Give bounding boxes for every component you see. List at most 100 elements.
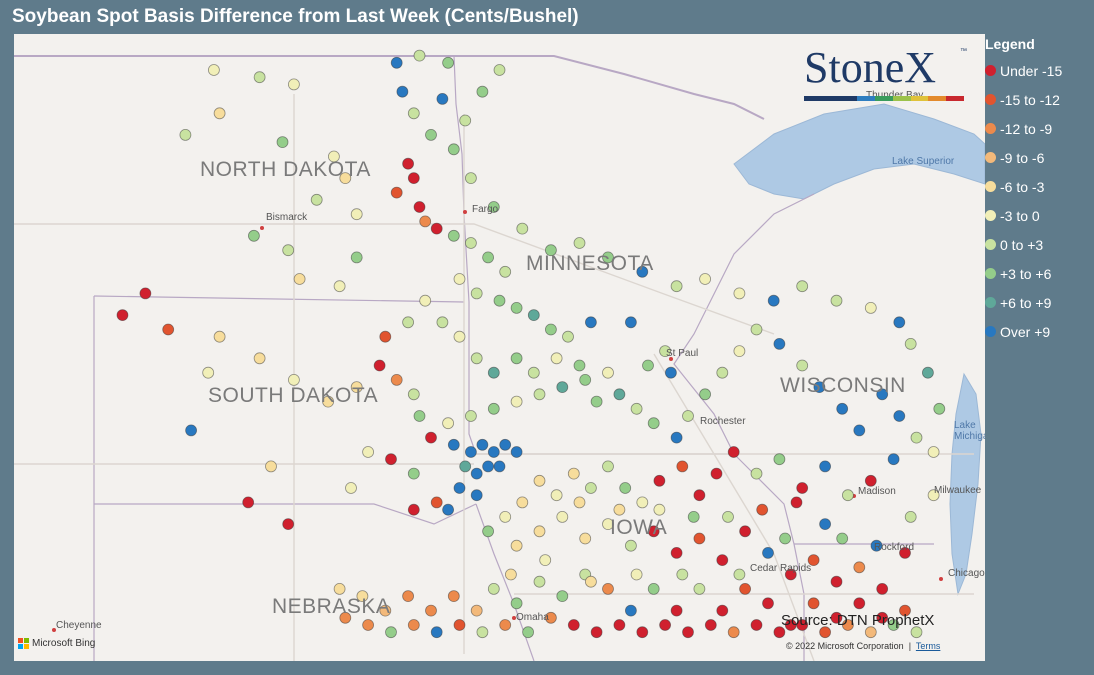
basis-marker[interactable] xyxy=(904,510,917,523)
basis-marker[interactable] xyxy=(390,373,403,386)
basis-marker[interactable] xyxy=(413,49,426,62)
basis-marker[interactable] xyxy=(853,597,866,610)
basis-marker[interactable] xyxy=(253,71,266,84)
basis-marker[interactable] xyxy=(493,294,506,307)
basis-marker[interactable] xyxy=(356,590,369,602)
basis-marker[interactable] xyxy=(327,150,340,163)
basis-marker[interactable] xyxy=(407,619,420,631)
basis-marker[interactable] xyxy=(585,575,597,588)
basis-marker[interactable] xyxy=(447,229,460,242)
basis-marker[interactable] xyxy=(265,460,277,473)
basis-marker[interactable] xyxy=(453,330,466,343)
basis-marker[interactable] xyxy=(796,482,809,494)
basis-marker[interactable] xyxy=(899,547,911,559)
basis-marker[interactable] xyxy=(242,496,255,509)
basis-marker[interactable] xyxy=(636,496,649,509)
basis-marker[interactable] xyxy=(830,575,843,588)
basis-marker[interactable] xyxy=(779,532,791,545)
basis-marker[interactable] xyxy=(722,510,734,523)
basis-marker[interactable] xyxy=(573,237,586,249)
basis-marker[interactable] xyxy=(819,626,831,639)
basis-marker[interactable] xyxy=(482,460,495,473)
basis-marker[interactable] xyxy=(630,568,643,581)
basis-marker[interactable] xyxy=(727,446,740,458)
basis-marker[interactable] xyxy=(522,626,534,639)
basis-marker[interactable] xyxy=(476,438,489,451)
basis-marker[interactable] xyxy=(670,547,683,559)
basis-marker[interactable] xyxy=(830,294,843,307)
basis-marker[interactable] xyxy=(756,503,769,516)
basis-marker[interactable] xyxy=(602,366,614,379)
basis-marker[interactable] xyxy=(487,402,500,415)
basis-marker[interactable] xyxy=(493,64,506,76)
basis-marker[interactable] xyxy=(545,611,557,624)
basis-marker[interactable] xyxy=(647,417,660,430)
basis-marker[interactable] xyxy=(762,547,774,559)
basis-marker[interactable] xyxy=(602,583,614,595)
basis-marker[interactable] xyxy=(659,619,671,631)
basis-marker[interactable] xyxy=(287,78,300,91)
basis-marker[interactable] xyxy=(556,381,569,394)
basis-marker[interactable] xyxy=(567,467,580,480)
basis-marker[interactable] xyxy=(796,280,809,293)
basis-marker[interactable] xyxy=(670,604,683,617)
basis-marker[interactable] xyxy=(636,626,649,639)
basis-marker[interactable] xyxy=(562,330,574,343)
basis-marker[interactable] xyxy=(670,431,683,444)
basis-marker[interactable] xyxy=(625,316,637,329)
basis-marker[interactable] xyxy=(796,359,809,372)
basis-marker[interactable] xyxy=(876,611,889,624)
basis-marker[interactable] xyxy=(453,482,466,494)
basis-marker[interactable] xyxy=(630,402,643,415)
basis-marker[interactable] xyxy=(927,446,940,458)
basis-marker[interactable] xyxy=(927,489,940,502)
basis-marker[interactable] xyxy=(619,482,632,494)
basis-marker[interactable] xyxy=(202,366,215,379)
basis-marker[interactable] xyxy=(813,381,826,394)
legend-item[interactable]: -12 to -9 xyxy=(985,114,1090,143)
basis-marker[interactable] xyxy=(773,453,786,466)
basis-marker[interactable] xyxy=(653,474,666,487)
basis-marker[interactable] xyxy=(407,388,420,401)
basis-marker[interactable] xyxy=(653,503,666,516)
basis-marker[interactable] xyxy=(625,539,637,552)
basis-marker[interactable] xyxy=(442,417,455,430)
basis-marker[interactable] xyxy=(493,460,506,473)
basis-marker[interactable] xyxy=(819,518,831,531)
basis-marker[interactable] xyxy=(904,337,917,350)
basis-marker[interactable] xyxy=(887,619,900,631)
basis-marker[interactable] xyxy=(213,330,226,343)
basis-marker[interactable] xyxy=(516,496,529,509)
basis-marker[interactable] xyxy=(573,359,586,372)
basis-marker[interactable] xyxy=(339,172,352,185)
basis-marker[interactable] xyxy=(750,323,763,336)
basis-marker[interactable] xyxy=(413,201,426,213)
basis-marker[interactable] xyxy=(716,554,729,566)
basis-marker[interactable] xyxy=(476,85,489,98)
basis-marker[interactable] xyxy=(459,114,472,127)
basis-marker[interactable] xyxy=(767,294,780,307)
basis-marker[interactable] xyxy=(464,237,477,249)
basis-marker[interactable] xyxy=(687,510,700,523)
legend-item[interactable]: Under -15 xyxy=(985,56,1090,85)
basis-marker[interactable] xyxy=(682,410,694,422)
basis-marker[interactable] xyxy=(699,388,711,401)
basis-marker[interactable] xyxy=(550,352,563,365)
basis-marker[interactable] xyxy=(459,460,472,473)
legend-item[interactable]: +6 to +9 xyxy=(985,288,1090,317)
basis-marker[interactable] xyxy=(436,93,449,105)
basis-marker[interactable] xyxy=(567,619,580,631)
basis-marker[interactable] xyxy=(533,388,546,401)
basis-marker[interactable] xyxy=(345,482,357,494)
basis-marker[interactable] xyxy=(750,467,763,480)
basis-marker[interactable] xyxy=(470,467,483,480)
basis-marker[interactable] xyxy=(350,208,363,221)
basis-marker[interactable] xyxy=(247,229,260,242)
basis-marker[interactable] xyxy=(276,136,289,148)
basis-marker[interactable] xyxy=(464,410,477,422)
basis-marker[interactable] xyxy=(693,532,706,545)
basis-marker[interactable] xyxy=(659,345,671,358)
basis-marker[interactable] xyxy=(350,381,363,394)
basis-marker[interactable] xyxy=(499,619,512,631)
basis-marker[interactable] xyxy=(590,626,603,639)
